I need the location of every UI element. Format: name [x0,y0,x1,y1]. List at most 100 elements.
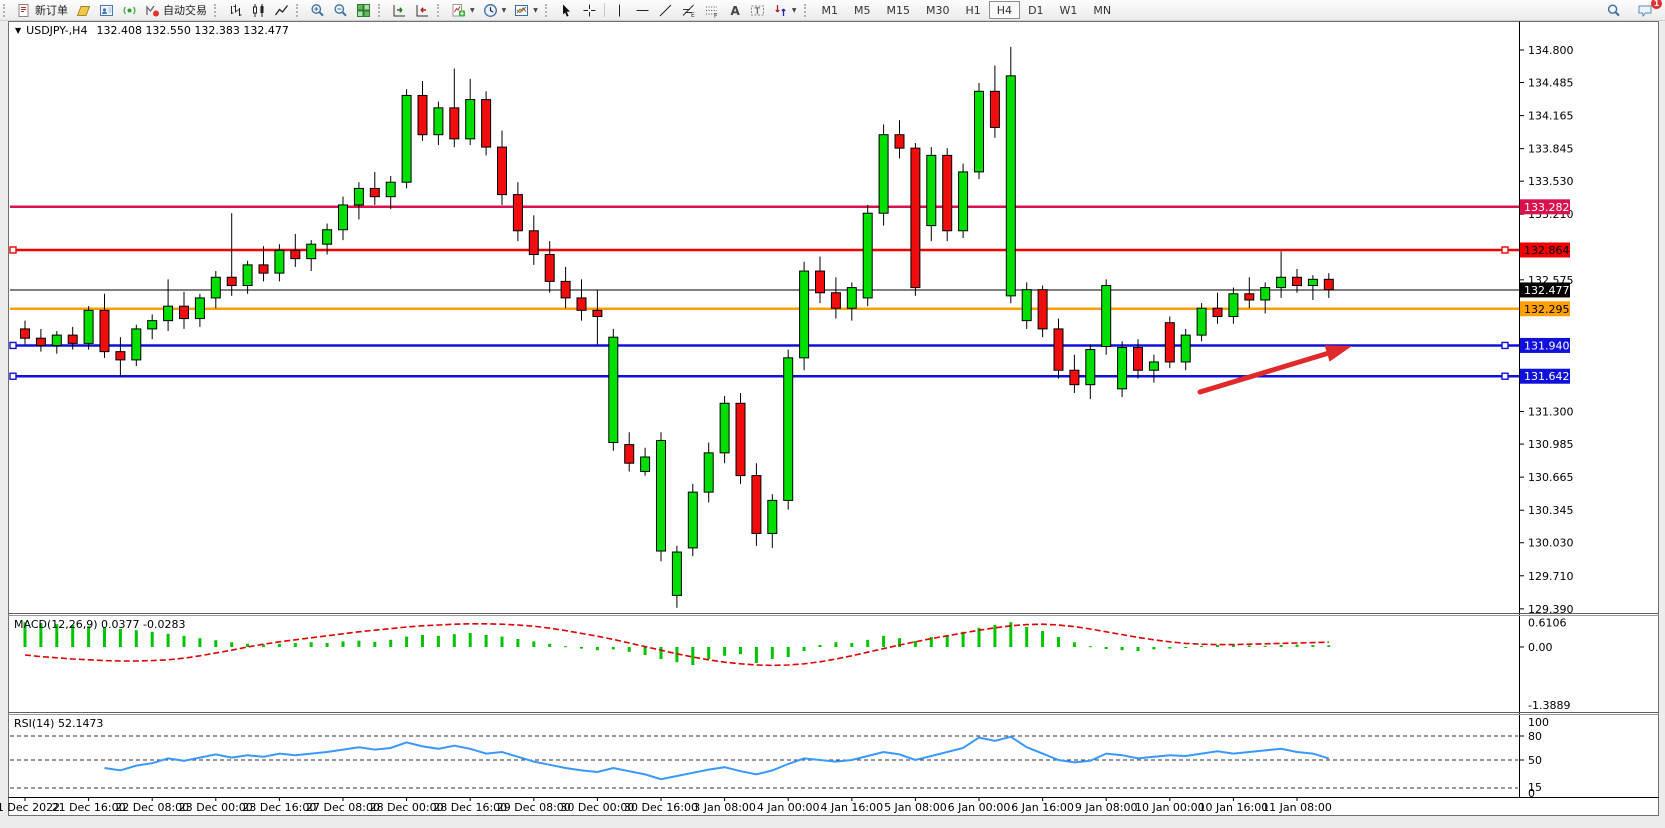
timeframe-m15-button[interactable]: M15 [879,1,919,19]
svg-text:23 Dec 00:00: 23 Dec 00:00 [179,801,253,814]
timeframe-h1-button[interactable]: H1 [958,1,989,19]
svg-text:130.985: 130.985 [1528,438,1574,451]
auto-scroll-icon [415,3,430,18]
timeframe-m5-button[interactable]: M5 [846,1,879,19]
crosshair-icon [582,3,597,18]
svg-text:21 Dec 16:00: 21 Dec 16:00 [52,801,126,814]
chevron-down-icon: ▼ [791,6,797,14]
toolbar-grip [437,3,443,17]
indicators-icon [451,3,466,18]
auto-trading-icon [145,3,160,18]
zoom-in-button[interactable] [306,1,329,19]
fibonacci-button[interactable]: E [677,1,700,19]
bar-chart-button[interactable] [224,1,247,19]
auto-trading-label: 自动交易 [163,4,207,17]
indicators-button[interactable]: ▼ [447,1,479,19]
svg-text:4 Jan 00:00: 4 Jan 00:00 [757,801,820,814]
svg-text:131.940: 131.940 [1524,339,1570,352]
svg-text:134.165: 134.165 [1528,110,1574,123]
market-watch-icon [99,3,114,18]
news-button[interactable] [118,1,141,19]
toolbar-separator [603,3,605,17]
market-watch-button[interactable] [95,1,118,19]
svg-text:0.6106: 0.6106 [1528,617,1567,630]
timeframe-m1-button[interactable]: M1 [814,1,847,19]
text-button[interactable]: A [723,1,746,19]
toolbar-grip [296,3,302,17]
periods-button[interactable]: ▼ [479,1,511,19]
svg-text:6 Jan 00:00: 6 Jan 00:00 [948,801,1011,814]
svg-text:132.864: 132.864 [1524,244,1570,257]
svg-text:0.00: 0.00 [1528,641,1553,654]
chart-symbol-period: USDJPY-,H4 [26,24,88,37]
svg-text:133.530: 133.530 [1528,175,1574,188]
cursor-button[interactable] [555,1,578,19]
chart-menu-triangle-icon[interactable]: ▼ [15,26,22,35]
timeframe-d1-button[interactable]: D1 [1020,1,1051,19]
text-label-button[interactable]: T [746,1,769,19]
svg-text:6 Jan 16:00: 6 Jan 16:00 [1011,801,1074,814]
chart-shift-button[interactable] [388,1,411,19]
profiles-button[interactable] [72,1,95,19]
chevron-down-icon: ▼ [470,6,475,14]
svg-text:9 Jan 08:00: 9 Jan 08:00 [1075,801,1138,814]
new-order-button[interactable]: 新订单 [13,1,72,19]
templates-button[interactable]: ▼ [510,1,542,19]
auto-trading-button[interactable]: 自动交易 [141,1,211,19]
svg-text:11 Jan 08:00: 11 Jan 08:00 [1262,801,1332,814]
chart-title: ▼ USDJPY-,H4 132.408 132.550 132.383 132.4… [15,24,289,37]
channel-button[interactable]: F [700,1,723,19]
svg-text:27 Dec 08:00: 27 Dec 08:00 [306,801,380,814]
svg-text:22 Dec 08:00: 22 Dec 08:00 [115,801,189,814]
timeframe-mn-button[interactable]: MN [1085,1,1119,19]
svg-text:131.642: 131.642 [1524,370,1570,383]
svg-text:132.477: 132.477 [1524,284,1570,297]
svg-text:F: F [714,12,718,18]
profiles-icon [76,3,91,18]
text-label-icon: T [750,3,765,18]
bar-chart-icon [228,3,243,18]
macd-indicator-label: MACD(12,26,9) 0.0377 -0.0283 [14,618,186,631]
notifications-button[interactable]: 1 [1633,0,1662,19]
zoom-in-icon [310,3,325,18]
toolbar-grip [544,3,551,17]
timeframe-w1-button[interactable]: W1 [1052,1,1086,19]
zoom-out-button[interactable] [329,1,352,19]
timeframe-h4-button[interactable]: H4 [988,1,1021,19]
new-order-label: 新订单 [35,4,68,17]
svg-text:129.390: 129.390 [1528,603,1574,616]
rsi-indicator-label: RSI(14) 52.1473 [14,717,104,730]
svg-text:10 Jan 00:00: 10 Jan 00:00 [1135,801,1205,814]
line-chart-button[interactable] [270,1,293,19]
arrows-button[interactable]: ▼ [769,1,801,19]
templates-icon [514,3,529,18]
trendline-button[interactable] [654,1,677,19]
zoom-out-icon [333,3,348,18]
channel-icon: F [704,3,719,18]
svg-text:130.665: 130.665 [1528,471,1574,484]
toolbar-grip [378,3,384,17]
vertical-line-button[interactable] [608,1,631,19]
svg-text:133.282: 133.282 [1524,201,1570,214]
svg-text:21 Dec 2022: 21 Dec 2022 [0,801,60,814]
timeframe-m30-button[interactable]: M30 [918,1,958,19]
svg-text:131.300: 131.300 [1528,406,1574,419]
news-broadcast-icon [122,3,137,18]
tile-windows-button[interactable] [352,1,375,19]
svg-text:30 Dec 16:00: 30 Dec 16:00 [624,801,698,814]
auto-scroll-button[interactable] [411,1,434,19]
svg-text:50: 50 [1528,754,1542,767]
svg-text:132.295: 132.295 [1524,303,1570,316]
svg-text:28 Dec 16:00: 28 Dec 16:00 [433,801,507,814]
crosshair-button[interactable] [578,1,601,19]
toolbar-grip [3,3,9,17]
candlestick-chart-button[interactable] [247,1,270,19]
search-button[interactable] [1602,1,1625,19]
horizontal-line-button[interactable] [631,1,654,19]
svg-text:23 Dec 16:00: 23 Dec 16:00 [242,801,316,814]
horizontal-line-icon [635,3,650,18]
svg-text:0: 0 [1528,787,1535,800]
svg-text:-1.3889: -1.3889 [1528,699,1570,712]
new-order-icon [17,3,32,18]
